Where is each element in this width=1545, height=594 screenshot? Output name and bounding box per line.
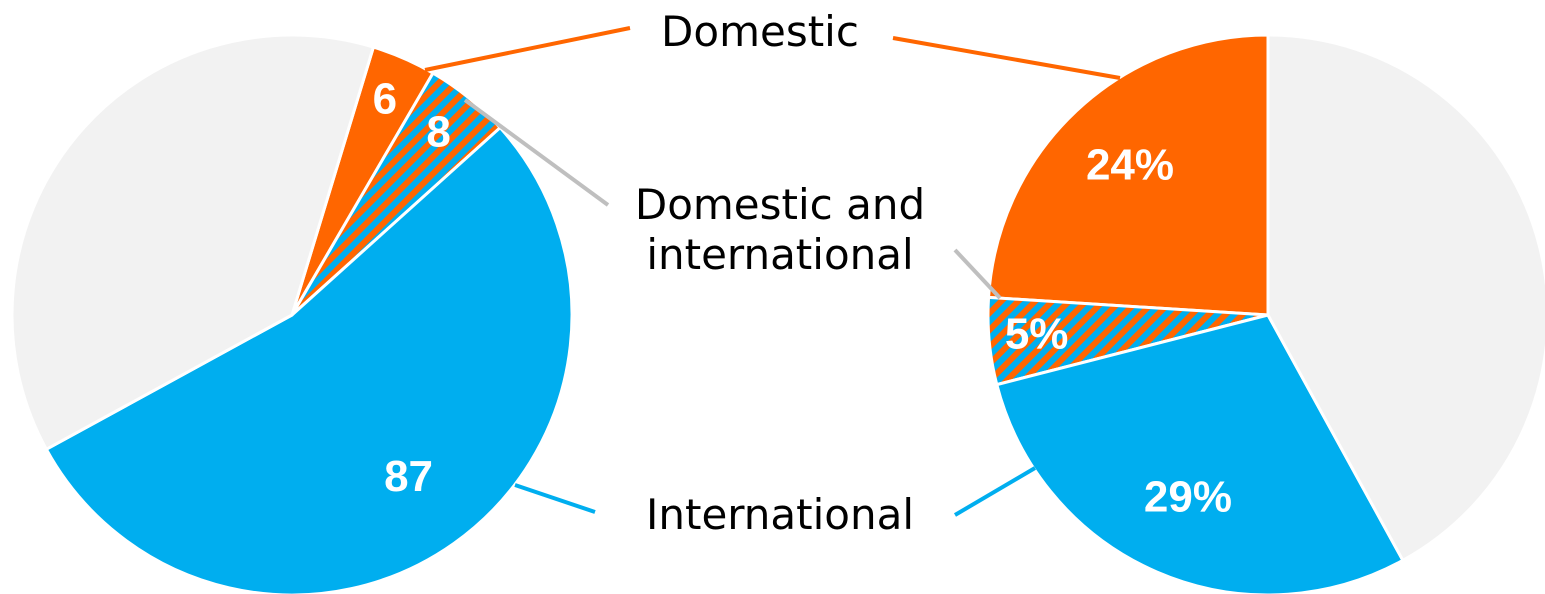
leader-line [514, 483, 596, 514]
pie-slice [986, 33, 1270, 317]
pie-slice [44, 125, 574, 594]
value-label: 8 [426, 107, 450, 156]
value-labels: 68 87 24% 5% 29% [373, 75, 1232, 522]
leader-lines [424, 26, 1121, 517]
leader-line [463, 98, 610, 207]
category-label: International [645, 490, 915, 539]
value-label: 5% [1005, 309, 1069, 358]
value-label: 29% [1144, 473, 1232, 522]
category-label: Domestic [661, 7, 859, 56]
pie-slice [994, 313, 1405, 594]
category-label: Domestic and international [634, 180, 926, 279]
leader-line [424, 26, 631, 72]
pies [10, 33, 1545, 594]
value-label: 6 [373, 75, 397, 124]
leader-line [953, 466, 1037, 517]
pie-slice [10, 33, 376, 452]
value-label: 87 [384, 452, 433, 501]
leader-line [892, 36, 1121, 80]
pie-slice [1266, 33, 1545, 563]
leader-line [953, 248, 1002, 300]
value-label: 24% [1086, 141, 1174, 190]
